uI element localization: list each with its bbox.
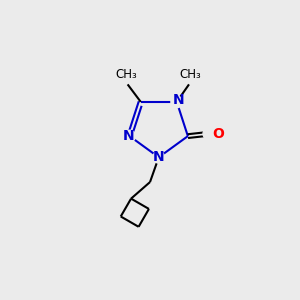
Text: N: N xyxy=(172,93,184,107)
Circle shape xyxy=(171,96,183,108)
Text: N: N xyxy=(153,150,165,164)
Text: CH₃: CH₃ xyxy=(180,68,201,81)
Text: N: N xyxy=(122,129,134,143)
Circle shape xyxy=(203,128,215,140)
Circle shape xyxy=(124,130,136,142)
Text: CH₃: CH₃ xyxy=(115,68,137,81)
Text: O: O xyxy=(212,127,224,141)
Circle shape xyxy=(153,152,165,163)
